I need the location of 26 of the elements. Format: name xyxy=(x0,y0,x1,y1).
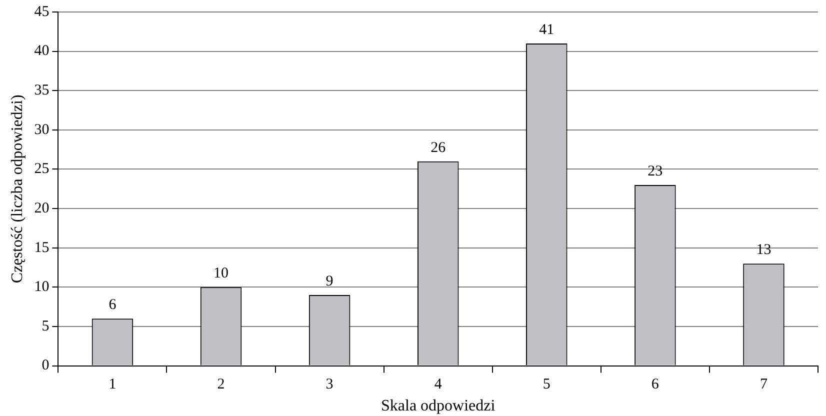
y-tick-label: 5 xyxy=(42,318,50,334)
y-tick-label: 0 xyxy=(42,358,50,374)
x-tick-label: 1 xyxy=(108,376,116,393)
x-tick-label: 6 xyxy=(651,376,660,393)
y-tick-label: 20 xyxy=(34,200,50,216)
data-label: 6 xyxy=(108,297,117,314)
x-tick-label: 7 xyxy=(760,376,768,393)
x-axis-title: Skala odpowiedzi xyxy=(381,398,496,415)
data-label: 9 xyxy=(326,273,334,290)
y-tick-label: 25 xyxy=(34,161,50,178)
y-tick-label: 45 xyxy=(34,4,50,20)
data-label: 23 xyxy=(648,163,663,180)
y-tick-label: 10 xyxy=(34,279,50,296)
data-label: 10 xyxy=(214,266,229,282)
x-tick-label: 3 xyxy=(326,376,334,393)
y-tick-label: 35 xyxy=(34,82,50,99)
x-tick-label: 5 xyxy=(542,376,550,393)
y-tick-label: 40 xyxy=(34,43,50,60)
data-label: 41 xyxy=(539,22,554,38)
data-label: 13 xyxy=(756,242,772,258)
x-tick-label: 2 xyxy=(217,376,225,393)
y-axis-title: Częstość (liczba odpowiedzi) xyxy=(8,94,26,284)
y-tick-label: 15 xyxy=(34,240,50,256)
y-tick-label: 30 xyxy=(34,122,50,138)
data-label: 26 xyxy=(430,140,446,156)
x-tick-label: 4 xyxy=(434,376,442,393)
